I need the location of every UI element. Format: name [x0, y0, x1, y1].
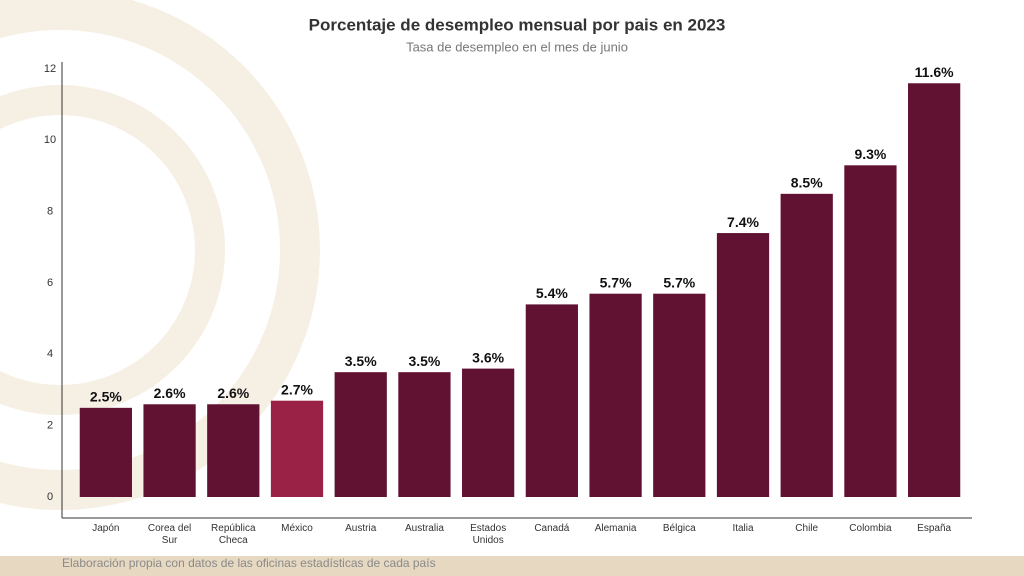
value-label: 3.5%: [408, 353, 440, 369]
chart-title: Porcentaje de desempleo mensual por pais…: [309, 15, 726, 34]
y-tick-label: 8: [47, 206, 53, 218]
x-tick-label: Australia: [404, 523, 444, 534]
x-tick-label: Chile: [795, 523, 819, 534]
value-label: 5.7%: [600, 274, 632, 290]
value-label: 7.4%: [727, 214, 759, 230]
x-tick-label: México: [281, 523, 313, 534]
bar: [589, 293, 642, 497]
x-tick-label: Alemania: [594, 523, 637, 534]
y-tick-label: 2: [47, 420, 53, 432]
value-label: 2.6%: [154, 385, 186, 401]
value-label: 11.6%: [915, 64, 954, 80]
background-ornament: [0, 85, 225, 415]
bar: [207, 404, 260, 497]
value-label: 9.3%: [854, 146, 886, 162]
x-tick-label: Japón: [92, 523, 120, 534]
bar: [716, 233, 770, 498]
value-label: 3.6%: [472, 349, 504, 365]
y-tick-label: 6: [47, 277, 53, 289]
bar: [653, 293, 706, 497]
x-tick-label: Corea del Sur: [147, 523, 192, 546]
footer: Elaboración propia con datos de las ofic…: [0, 556, 1024, 576]
bar: [525, 304, 578, 497]
y-tick-label: 0: [47, 491, 53, 503]
y-tick-label: 4: [47, 348, 53, 360]
value-label: 2.5%: [90, 389, 122, 405]
x-tick-label: Austria: [345, 523, 377, 534]
x-tick-label: Estados Unidos: [470, 523, 507, 546]
x-tick-label: Colombia: [849, 523, 892, 534]
source-note: Elaboración propia con datos de las ofic…: [62, 556, 436, 570]
bar: [143, 404, 196, 497]
x-tick-label: Italia: [732, 523, 754, 534]
x-tick-label: Bélgica: [662, 523, 696, 534]
chart-subtitle: Tasa de desempleo en el mes de junio: [406, 39, 628, 54]
bar: [780, 193, 833, 498]
y-tick-label: 12: [44, 63, 56, 75]
y-tick-label: 10: [44, 134, 56, 146]
x-tick-label: España: [917, 523, 952, 534]
bar: [398, 372, 451, 497]
background-ornament: [0, 0, 320, 510]
x-tick-label: República Checa: [211, 523, 256, 546]
bar: [462, 368, 515, 497]
value-label: 2.7%: [281, 381, 313, 397]
bar: [270, 400, 324, 497]
bar: [79, 407, 132, 497]
bar: [844, 165, 897, 498]
value-label: 2.6%: [217, 385, 249, 401]
value-label: 5.4%: [536, 285, 568, 301]
value-label: 3.5%: [345, 353, 377, 369]
bar: [334, 372, 387, 497]
value-label: 5.7%: [663, 274, 695, 290]
x-tick-label: Canadá: [534, 523, 570, 534]
bar: [908, 83, 961, 498]
value-label: 8.5%: [791, 175, 823, 191]
